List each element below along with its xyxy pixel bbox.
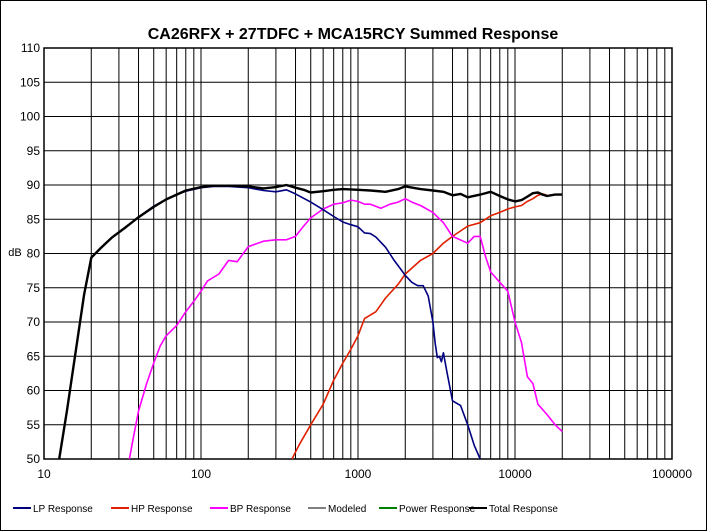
total-response-line: [58, 183, 563, 460]
y-tick-label: 75: [27, 281, 41, 295]
y-axis-label: dB: [8, 247, 21, 259]
y-tick-label: 90: [27, 178, 41, 192]
y-tick-label: 55: [27, 418, 41, 432]
plot-grid: [44, 48, 672, 459]
y-tick-label: 60: [27, 384, 41, 398]
legend-label-bp-response: BP Response: [230, 504, 291, 515]
x-tick-label: 10: [37, 467, 51, 481]
bp-response-line: [128, 197, 563, 460]
y-tick-label: 65: [27, 349, 41, 363]
legend-label-lp-response: LP Response: [33, 504, 93, 515]
legend-label-hp-response: HP Response: [131, 504, 193, 515]
y-tick-label: 70: [27, 315, 41, 329]
y-tick-label: 50: [27, 452, 41, 466]
y-tick-label: 105: [20, 75, 40, 89]
y-axis-tick-labels: 50 55 60 65 70 75 80 85 90 95 100 105 110: [20, 41, 40, 466]
x-axis-tick-labels: 10 100 1000 10000 100000: [37, 467, 692, 481]
legend-label-power-response: Power Response: [399, 504, 476, 515]
legend: LP Response HP Response BP Response Modeled…: [13, 504, 558, 515]
x-tick-label: 10000: [498, 467, 532, 481]
y-tick-label: 85: [27, 212, 41, 226]
hp-response-line: [291, 193, 548, 460]
y-tick-label: 110: [21, 41, 40, 55]
x-tick-label: 1000: [345, 467, 372, 481]
x-tick-label: 100000: [652, 467, 692, 481]
y-tick-label: 100: [20, 110, 40, 124]
x-tick-label: 100: [191, 467, 211, 481]
y-tick-label: 95: [27, 144, 41, 158]
legend-label-total-response: Total Response: [489, 504, 558, 515]
chart-title: CA26RFX + 27TDFC + MCA15RCY Summed Respo…: [148, 26, 559, 43]
plot-border-rect: [43, 47, 673, 460]
legend-label-modeled: Modeled: [328, 504, 366, 515]
series-lines: [58, 183, 563, 460]
plot-area-border: [43, 47, 673, 460]
y-tick-label: 80: [27, 247, 41, 261]
lp-response-line: [58, 185, 481, 460]
